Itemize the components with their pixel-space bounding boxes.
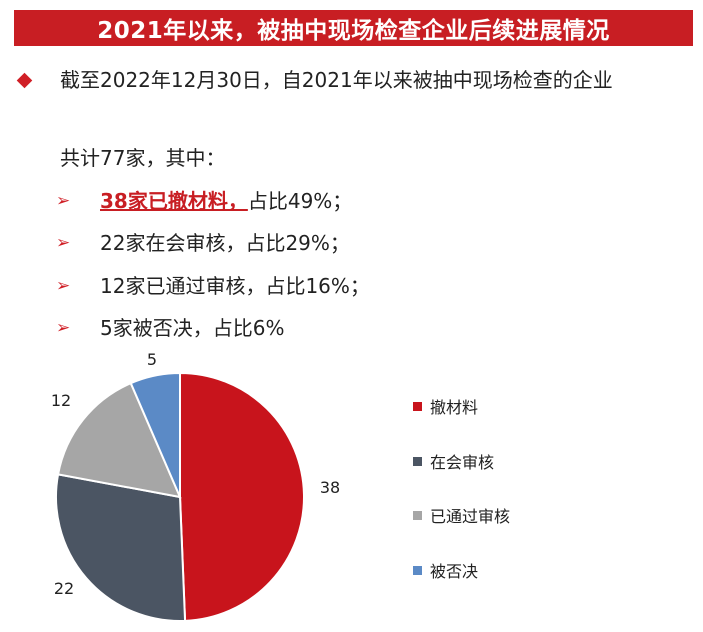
legend-label: 撤材料	[430, 398, 479, 417]
pie-slice-1	[179, 371, 305, 622]
legend-item: 撤材料	[413, 394, 478, 418]
bullet-item: ➢ 38家已撤材料， 占比49%；	[56, 187, 352, 215]
legend-item: 已通过审核	[413, 503, 510, 527]
pie-data-label: 5	[147, 350, 157, 369]
pie-data-label: 38	[320, 478, 340, 497]
bullet-text: 22家在会审核，占比29%；	[100, 231, 350, 255]
bullet-item: ➢ 5家被否决，占比6%	[56, 314, 284, 342]
legend-swatch	[413, 565, 422, 575]
arrow-bullet-icon: ➢	[56, 233, 71, 253]
legend-label: 被否决	[430, 562, 479, 581]
arrow-bullet-icon: ➢	[56, 276, 71, 296]
title-bar: 2021年以来，被抽中现场检查企业后续进展情况	[14, 10, 693, 46]
bullet-item: ➢ 12家已通过审核，占比16%；	[56, 272, 370, 300]
legend-swatch	[413, 456, 422, 466]
arrow-bullet-icon: ➢	[56, 318, 71, 338]
page-title: 2021年以来，被抽中现场检查企业后续进展情况	[97, 18, 610, 44]
bullet-item: ➢ 22家在会审核，占比29%；	[56, 229, 350, 257]
arrow-bullet-icon: ➢	[56, 191, 71, 211]
legend-item: 在会审核	[413, 449, 494, 473]
legend-item: 被否决	[413, 558, 478, 582]
legend-swatch	[413, 510, 422, 520]
pie-slice-2	[55, 473, 187, 622]
legend-swatch	[413, 401, 422, 411]
bullet-text: 占比49%；	[247, 189, 353, 213]
bullet-text: 12家已通过审核，占比16%；	[100, 274, 370, 298]
bullet-highlight: 38家已撤材料，	[100, 189, 248, 213]
pie-slice-3	[56, 381, 182, 499]
pie-data-label: 12	[51, 391, 71, 410]
pie-data-label: 22	[54, 579, 74, 598]
legend-label: 在会审核	[430, 453, 495, 472]
pie-slice-4	[129, 371, 181, 498]
legend-label: 已通过审核	[430, 507, 511, 526]
intro-text: 截至2022年12月30日，自2021年以来被抽中现场检查的企业	[60, 68, 613, 92]
bullet-text: 5家被否决，占比6%	[100, 316, 285, 340]
total-text: 共计77家，其中：	[60, 146, 226, 170]
